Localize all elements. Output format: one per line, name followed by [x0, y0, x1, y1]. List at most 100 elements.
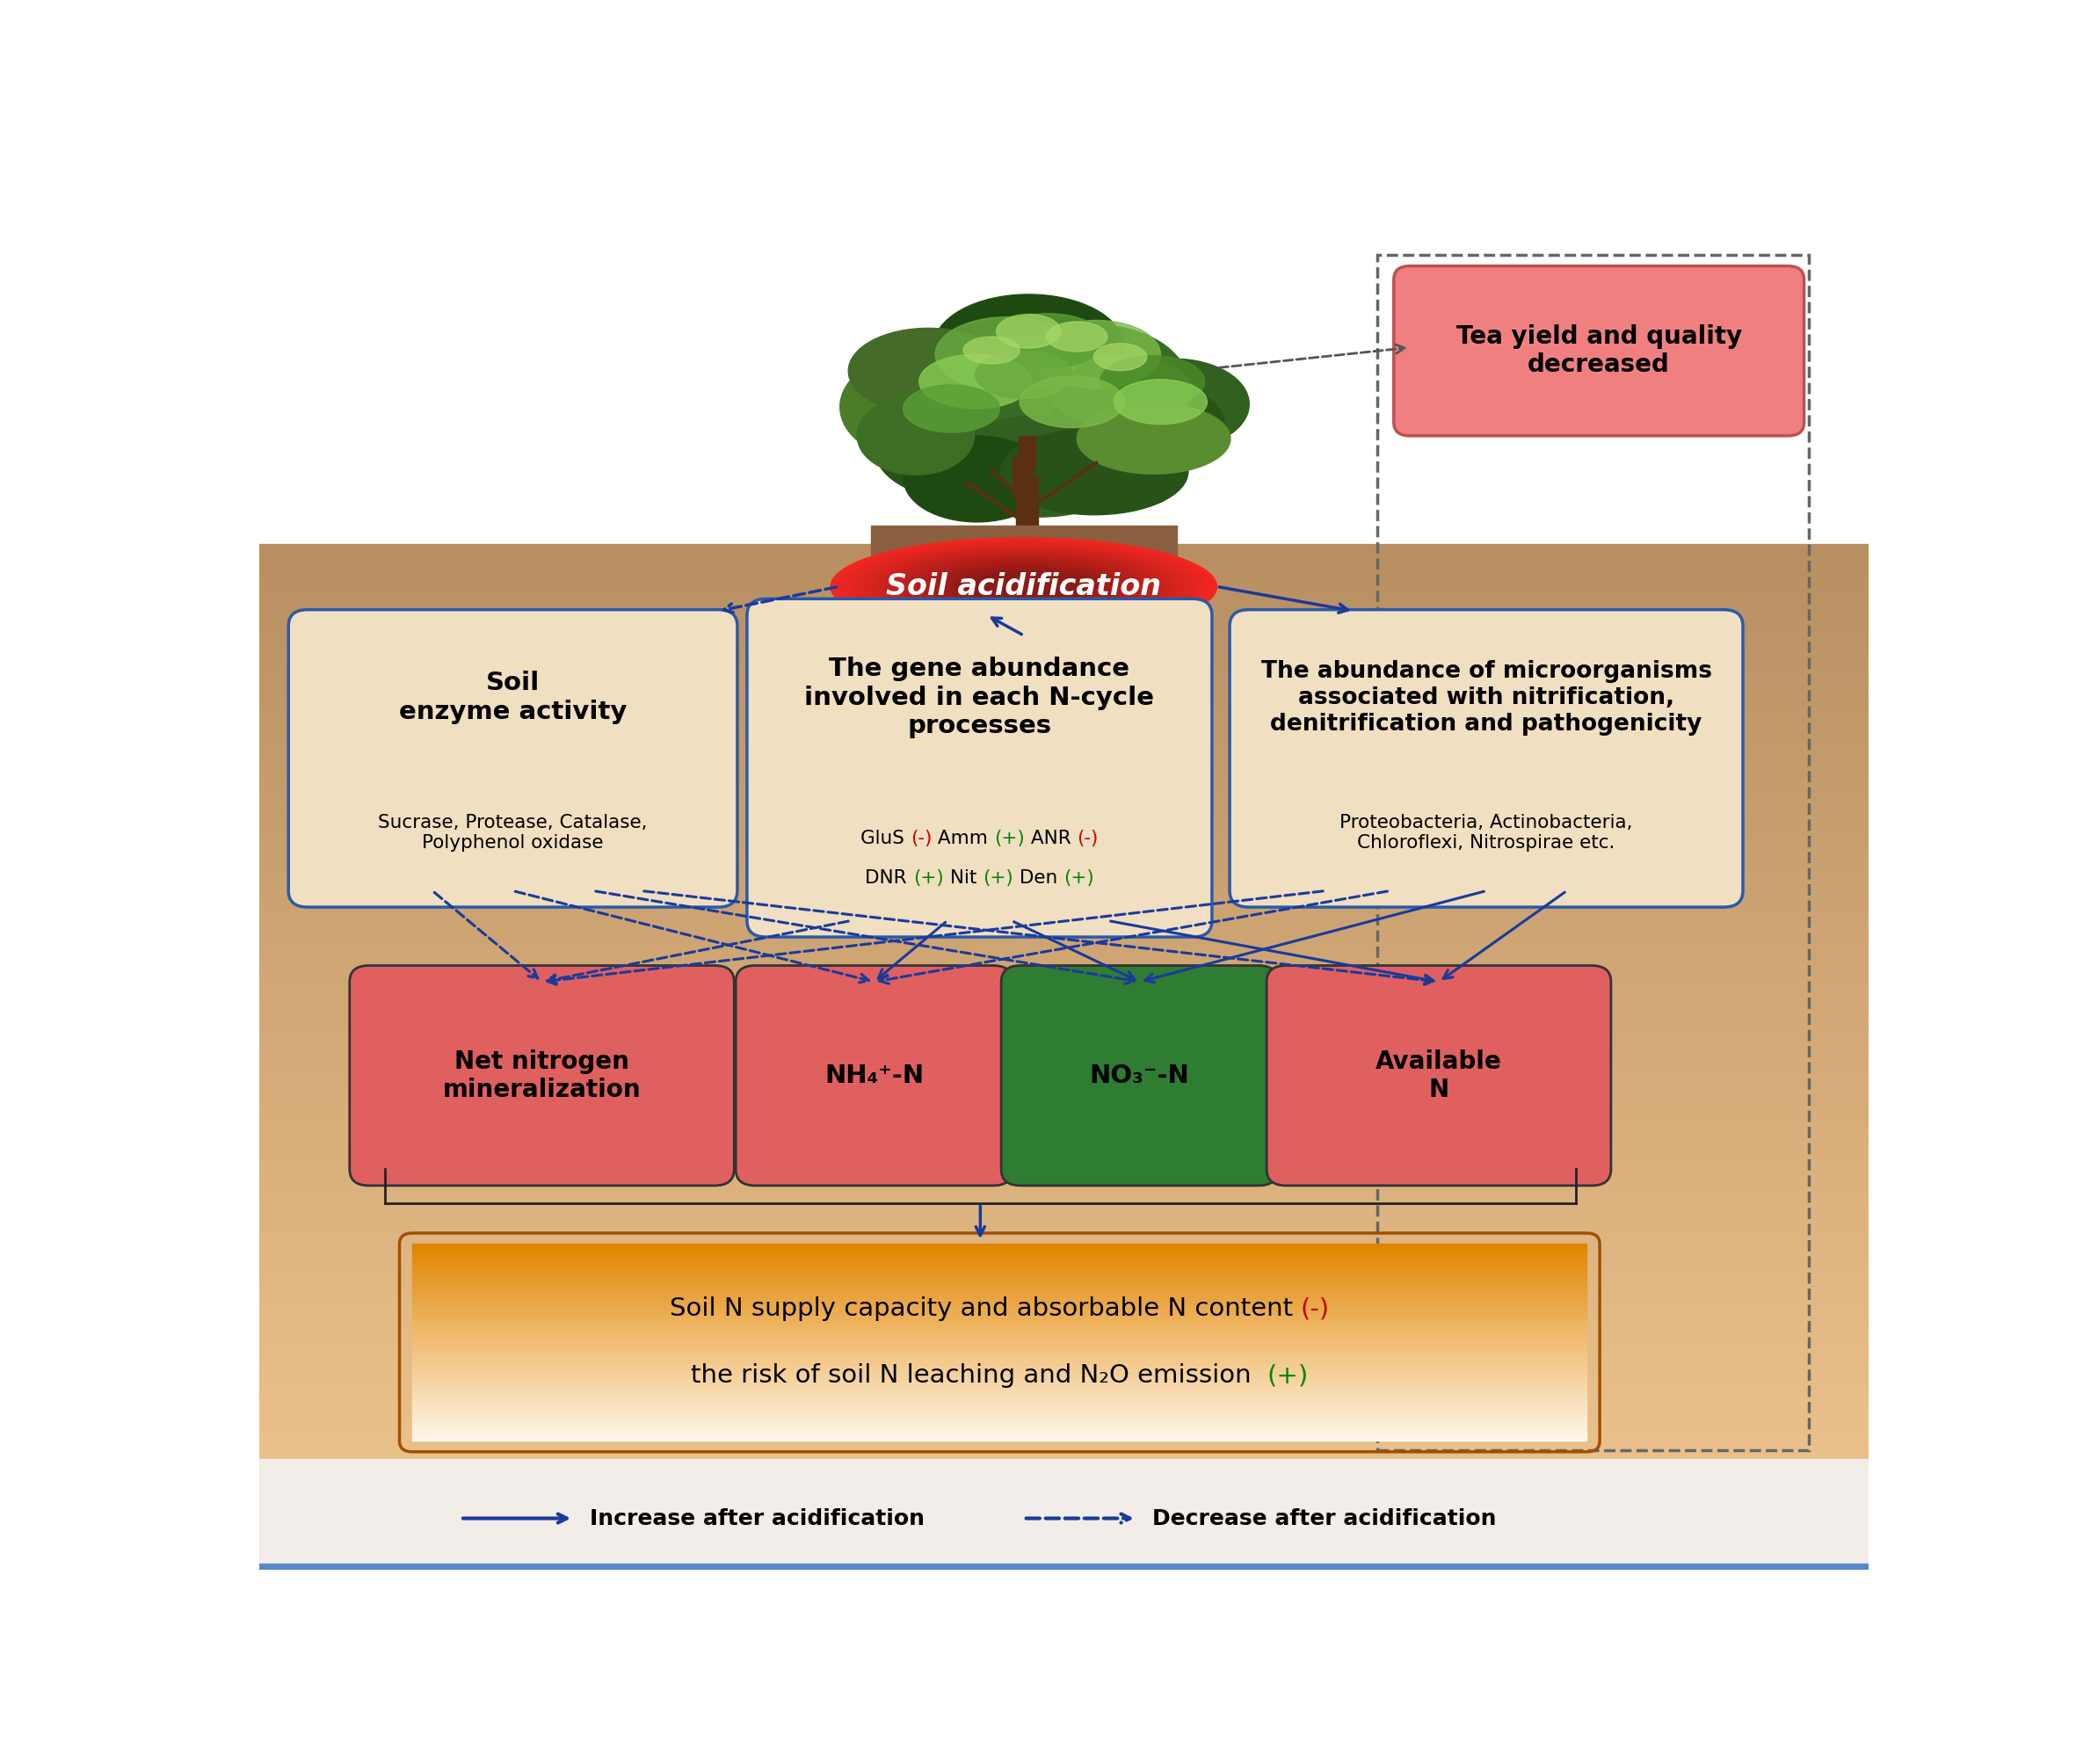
Bar	[260, 575, 1868, 579]
Bar	[260, 1034, 1868, 1037]
Bar	[260, 1478, 1868, 1482]
Bar	[260, 706, 1868, 709]
Bar	[260, 1461, 1868, 1464]
Bar	[260, 600, 1868, 603]
Bar	[260, 873, 1868, 877]
Bar	[260, 1201, 1868, 1205]
Bar	[260, 1027, 1868, 1030]
Bar	[260, 572, 1868, 575]
Bar	[260, 1282, 1868, 1286]
Bar	[260, 1399, 1868, 1402]
Bar	[260, 903, 1868, 907]
Bar	[260, 1533, 1868, 1536]
Bar	[260, 767, 1868, 771]
Bar	[260, 1286, 1868, 1289]
Bar	[260, 1409, 1868, 1413]
Bar	[260, 1064, 1868, 1067]
Bar	[260, 603, 1868, 607]
Ellipse shape	[876, 402, 1080, 503]
Bar	[260, 589, 1868, 593]
Ellipse shape	[1100, 356, 1204, 407]
Bar	[260, 1334, 1868, 1337]
Bar	[260, 877, 1868, 880]
Bar	[260, 1078, 1868, 1081]
Text: (+): (+)	[1266, 1364, 1308, 1388]
Bar	[260, 640, 1868, 644]
Ellipse shape	[1032, 321, 1160, 388]
Text: Amm: Amm	[932, 829, 994, 847]
Bar	[260, 1508, 1868, 1512]
Bar	[260, 1081, 1868, 1085]
Text: Den: Den	[1013, 870, 1063, 887]
Bar	[260, 545, 1868, 549]
Bar	[260, 1235, 1868, 1238]
Ellipse shape	[969, 383, 1115, 462]
Bar	[260, 695, 1868, 699]
Bar	[260, 975, 1868, 979]
Bar	[260, 983, 1868, 986]
Bar	[260, 1304, 1868, 1307]
Bar	[260, 852, 1868, 856]
Bar	[260, 856, 1868, 859]
Bar	[260, 1549, 1868, 1552]
Bar	[260, 938, 1868, 940]
Bar	[260, 886, 1868, 889]
Bar	[260, 709, 1868, 713]
Bar	[260, 662, 1868, 663]
Bar	[260, 1482, 1868, 1485]
Bar	[260, 736, 1868, 739]
FancyBboxPatch shape	[735, 965, 1013, 1185]
Bar	[260, 1293, 1868, 1297]
Ellipse shape	[857, 397, 974, 475]
FancyBboxPatch shape	[747, 598, 1212, 937]
Ellipse shape	[940, 416, 1138, 517]
Bar	[260, 1104, 1868, 1108]
Bar	[260, 1177, 1868, 1180]
Ellipse shape	[928, 563, 1119, 610]
Bar	[260, 1432, 1868, 1436]
Bar	[260, 958, 1868, 961]
Bar	[260, 1187, 1868, 1191]
Text: GluS: GluS	[862, 829, 911, 847]
Bar	[260, 1436, 1868, 1439]
Text: (+): (+)	[1063, 870, 1094, 887]
Bar	[260, 826, 1868, 827]
Bar	[260, 1009, 1868, 1013]
Bar	[260, 688, 1868, 691]
Bar	[260, 1099, 1868, 1102]
Bar	[260, 1136, 1868, 1140]
Bar	[260, 612, 1868, 616]
Bar	[260, 811, 1868, 815]
Bar	[260, 995, 1868, 998]
Bar	[260, 1439, 1868, 1443]
Bar	[260, 757, 1868, 760]
Bar	[260, 1252, 1868, 1256]
Bar	[260, 1005, 1868, 1009]
Bar	[260, 1321, 1868, 1323]
Bar	[260, 1563, 1868, 1566]
Bar	[260, 1060, 1868, 1064]
Bar	[260, 1053, 1868, 1057]
Ellipse shape	[1046, 321, 1107, 351]
Bar	[260, 1221, 1868, 1224]
Bar	[260, 1542, 1868, 1545]
Ellipse shape	[938, 564, 1109, 609]
Ellipse shape	[874, 323, 1107, 446]
Bar	[260, 972, 1868, 975]
Bar	[260, 1231, 1868, 1235]
Bar	[260, 684, 1868, 688]
Bar	[260, 1092, 1868, 1095]
Bar	[260, 944, 1868, 947]
Bar	[260, 1067, 1868, 1071]
Bar	[260, 1311, 1868, 1314]
Bar	[260, 1515, 1868, 1519]
Bar	[260, 961, 1868, 965]
Bar	[260, 845, 1868, 848]
Bar	[260, 1498, 1868, 1501]
Bar	[260, 1256, 1868, 1259]
Bar	[260, 609, 1868, 612]
Text: Increase after acidification: Increase after acidification	[590, 1508, 924, 1529]
Ellipse shape	[830, 538, 1217, 635]
Bar	[260, 1475, 1868, 1478]
Bar	[260, 644, 1868, 647]
